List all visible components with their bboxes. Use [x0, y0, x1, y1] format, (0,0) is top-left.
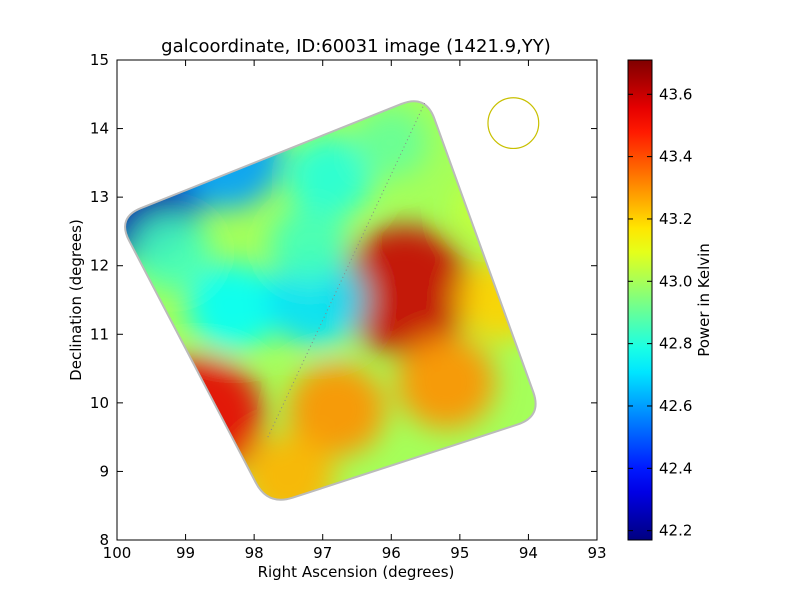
heatmap-blob [287, 362, 386, 457]
x-tick-label: 94 [519, 544, 538, 562]
heatmap-image [125, 101, 536, 500]
y-tick-label: 13 [90, 188, 109, 206]
colorbar: 42.2 42.4 42.6 42.8 43.0 43.2 43.4 43.6 Power i… [627, 59, 713, 541]
y-tick-label: 8 [99, 531, 109, 549]
colorbar-tick-label: 42.8 [659, 335, 692, 353]
x-tick-label: 95 [450, 544, 469, 562]
y-tick-label: 12 [90, 257, 109, 275]
heatmap-blob [337, 225, 473, 355]
y-axis-label: Declination (degrees) [67, 219, 85, 381]
heatmap-blob [187, 262, 280, 351]
x-tick-label: 99 [176, 544, 195, 562]
y-tick-label: 14 [90, 120, 109, 138]
colorbar-ticks: 42.2 42.4 42.6 42.8 43.0 43.2 43.4 43.6 [628, 85, 692, 540]
y-tick-label: 11 [90, 325, 109, 343]
colorbar-tick-label: 43.4 [659, 148, 692, 166]
heatmap-blob [268, 207, 350, 284]
x-axis-label: Right Ascension (degrees) [258, 563, 455, 581]
x-tick-label: 97 [313, 544, 332, 562]
colorbar-label: Power in Kelvin [695, 243, 713, 357]
heatmap-blob [354, 107, 429, 178]
heatmap-features [125, 103, 536, 500]
heatmap-blob [171, 103, 283, 209]
y-axis: 8 9 10 11 12 13 14 15 [90, 51, 597, 549]
heatmap-blob [453, 178, 522, 244]
colorbar-tick-label: 42.2 [659, 522, 692, 540]
y-tick-label: 9 [99, 462, 109, 480]
beam-circle [487, 97, 540, 150]
colorbar-gradient [627, 59, 653, 541]
y-tick-label: 15 [90, 51, 109, 69]
x-axis: 100 99 98 97 96 95 94 93 [103, 60, 607, 562]
colorbar-tick-label: 42.6 [659, 397, 692, 415]
heatmap-blob [396, 335, 496, 430]
colorbar-tick-label: 43.0 [659, 272, 692, 290]
x-tick-label: 100 [103, 544, 132, 562]
axes-frame [116, 59, 598, 541]
heatmap-blob [131, 213, 212, 291]
heatmap-blob [242, 434, 335, 500]
chart-title: galcoordinate, ID:60031 image (1421.9,YY… [161, 36, 551, 57]
heatmap-blob [286, 135, 373, 218]
x-tick-label: 98 [245, 544, 264, 562]
plot-area: 100 99 98 97 96 95 94 93 8 9 10 11 12 13 14 15 [90, 51, 607, 562]
footprint-edge [124, 100, 537, 501]
y-tick-label: 10 [90, 394, 109, 412]
colorbar-tick-label: 43.6 [659, 85, 692, 103]
colorbar-tick-label: 42.4 [659, 459, 692, 477]
x-tick-label: 93 [587, 544, 606, 562]
x-tick-label: 96 [382, 544, 401, 562]
colorbar-tick-label: 43.2 [659, 210, 692, 228]
